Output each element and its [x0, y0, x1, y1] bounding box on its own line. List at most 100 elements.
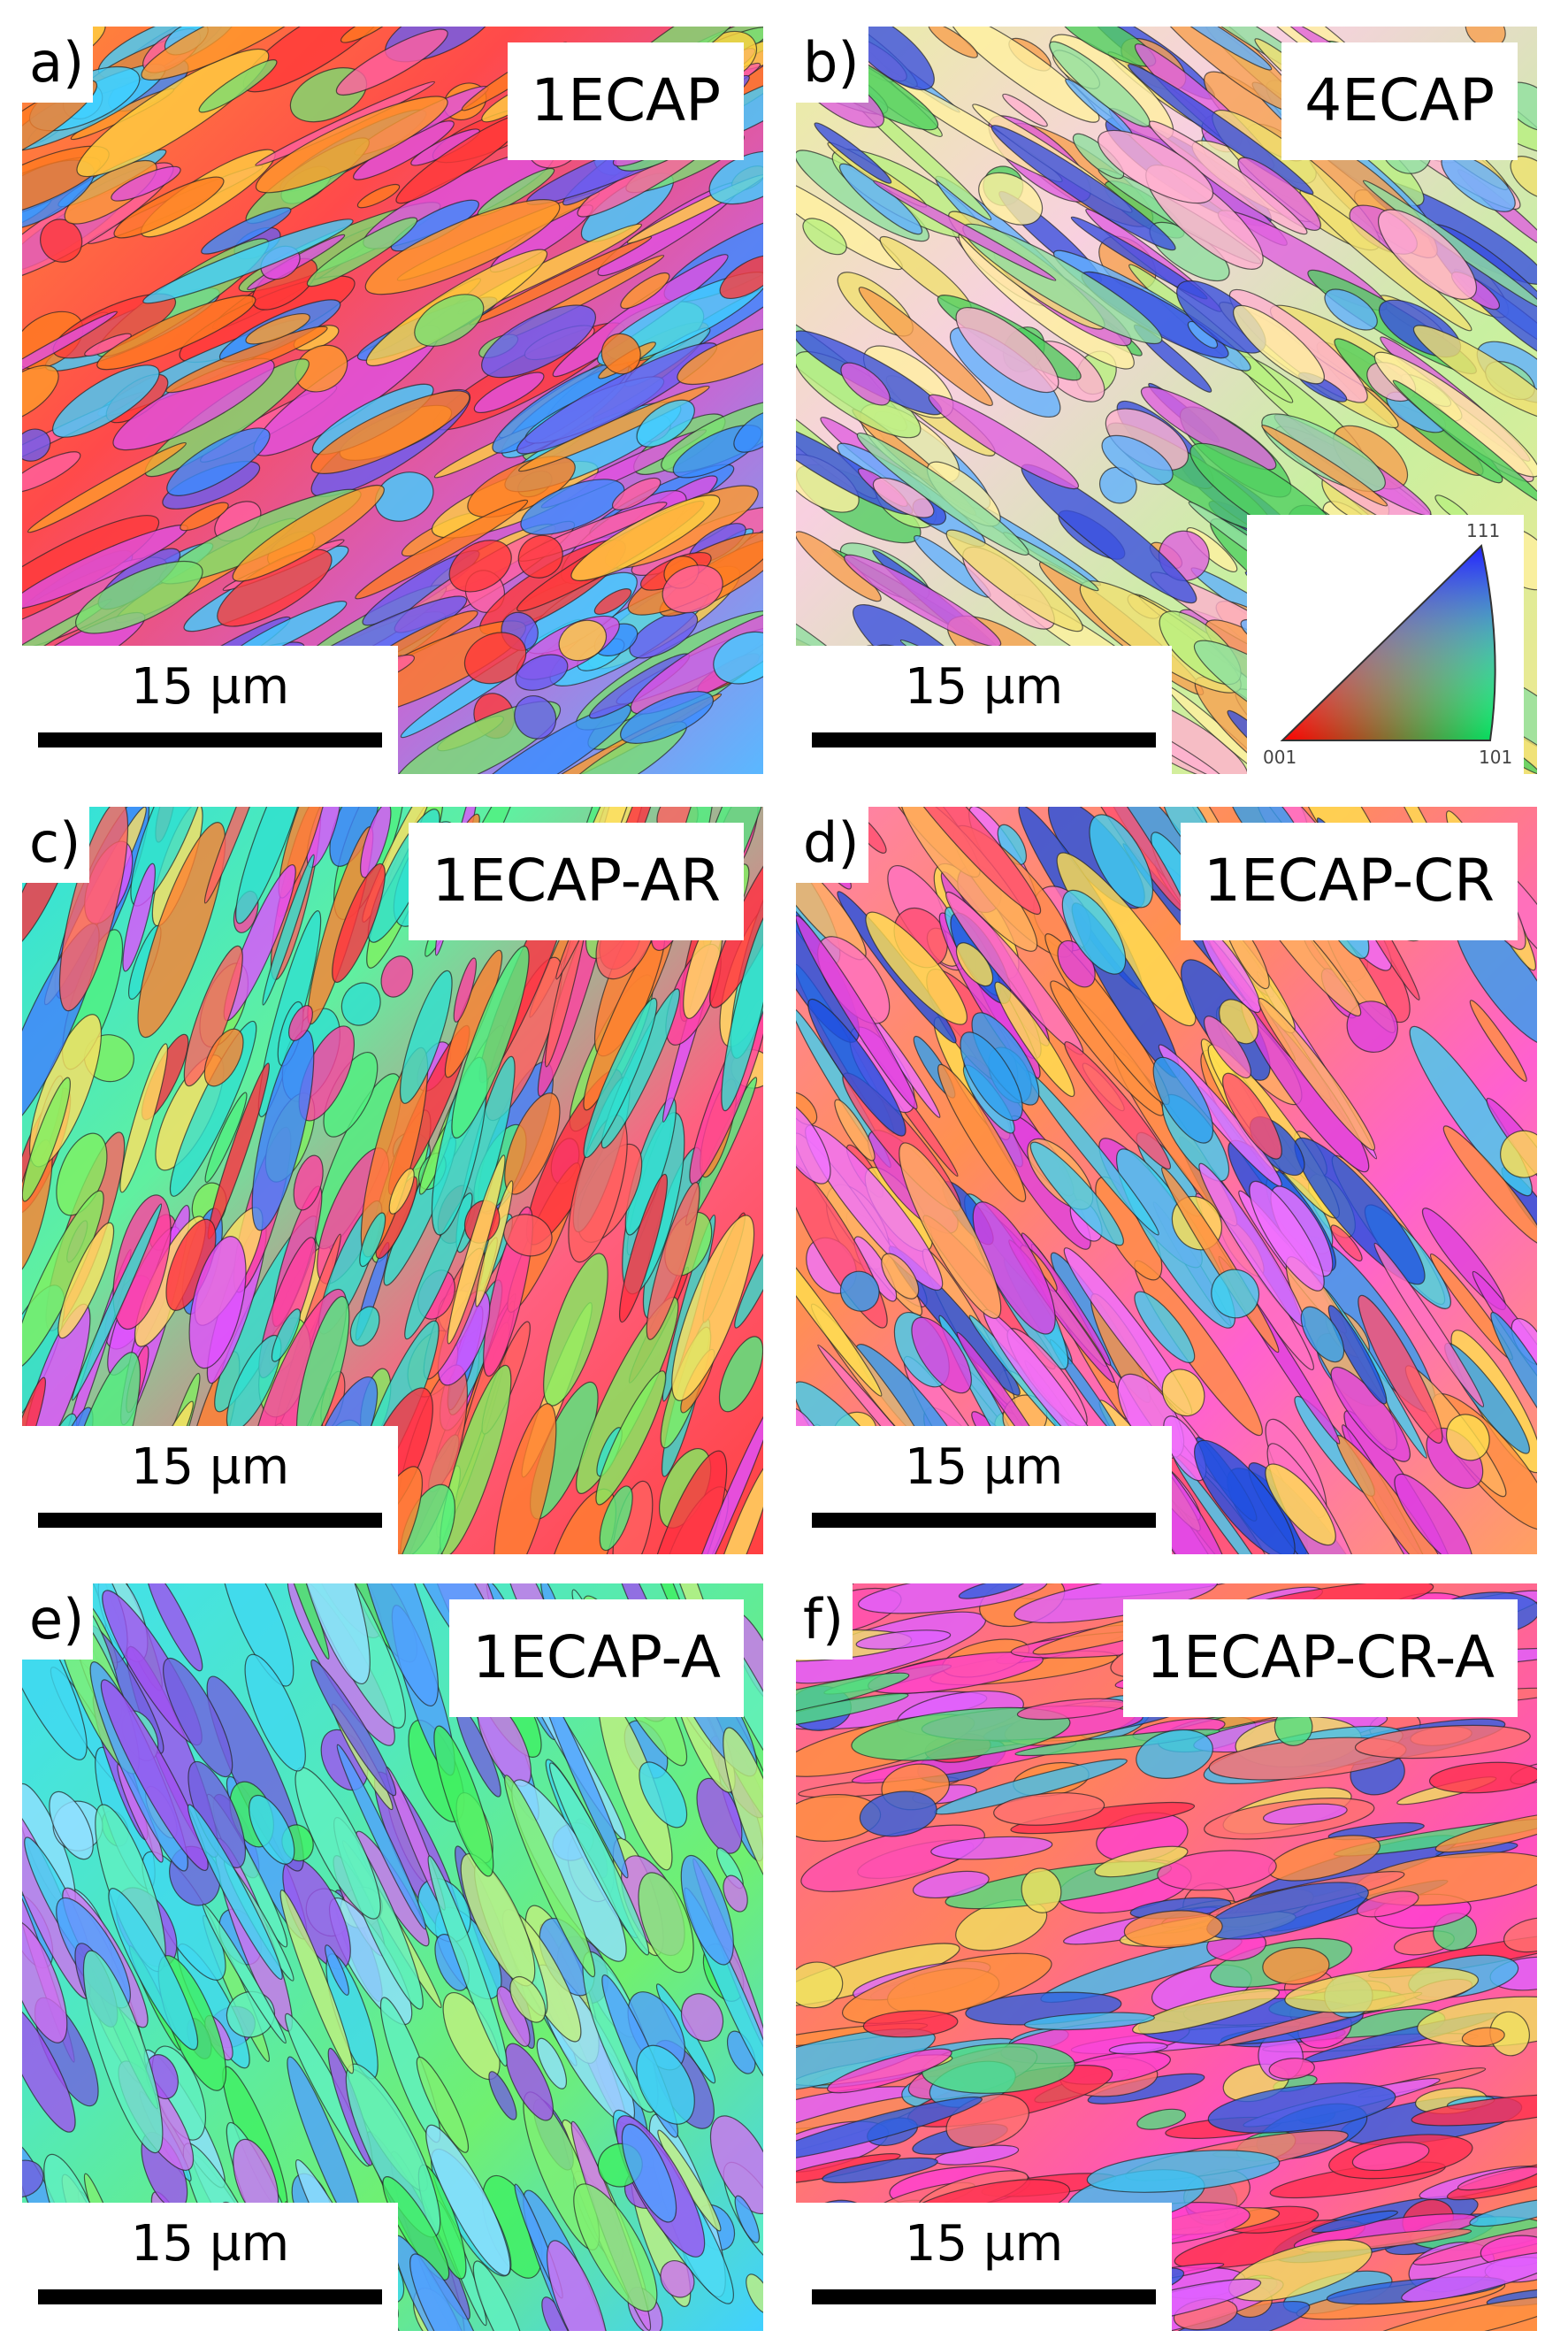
grain — [640, 1450, 728, 1554]
grain — [834, 1099, 876, 1162]
grain — [1401, 2250, 1537, 2303]
panel-title: 1ECAP-CR — [1180, 823, 1518, 940]
panel-label: f) — [796, 1583, 853, 1660]
grain — [1461, 2027, 1505, 2047]
scale-bar-label: 15 µm — [130, 1438, 290, 1496]
grain — [638, 1872, 694, 1974]
panel: f) 1ECAP-CR-A 15 µm — [796, 1583, 1537, 2331]
grain — [978, 172, 1044, 226]
grain — [198, 59, 278, 113]
panel-title: 1ECAP — [508, 42, 744, 160]
grain — [1357, 1890, 1419, 1918]
grain — [639, 1761, 688, 1828]
grain — [325, 1944, 349, 1996]
grain — [22, 364, 59, 424]
grain — [359, 1212, 386, 1268]
grain — [680, 1854, 734, 1966]
grain — [1412, 325, 1537, 421]
grain — [1284, 1966, 1480, 2013]
grain — [814, 122, 892, 184]
grain — [1136, 1729, 1213, 1779]
grain — [1262, 1947, 1330, 1985]
panel-label: d) — [796, 807, 868, 884]
panel: d) 1ECAP-CR 15 µm — [796, 807, 1537, 1554]
legend-label: 101 — [1479, 747, 1513, 768]
legend-label: 111 — [1466, 520, 1501, 541]
grain — [1330, 1224, 1363, 1261]
grain — [203, 1028, 244, 1087]
grain — [796, 2097, 983, 2162]
grain — [1411, 2094, 1537, 2127]
grain — [137, 822, 226, 1039]
grain — [1163, 1415, 1207, 1482]
scale-bar-box: 15 µm — [22, 2203, 398, 2331]
grain — [145, 1583, 203, 1672]
grain — [619, 1173, 669, 1323]
scale-bar — [812, 732, 1156, 748]
grain — [928, 394, 1080, 490]
grain — [520, 479, 625, 536]
grain — [364, 199, 561, 295]
grain — [335, 28, 448, 96]
grain — [1311, 2210, 1398, 2234]
scale-bar — [812, 2289, 1156, 2304]
grain — [306, 217, 418, 288]
grain — [796, 1092, 818, 1126]
grain — [1358, 1294, 1443, 1444]
grain — [112, 1194, 172, 1330]
grain — [332, 862, 386, 984]
grain — [549, 1762, 650, 1956]
grain — [355, 499, 529, 600]
grain — [1268, 2058, 1315, 2080]
grain — [600, 333, 641, 375]
grain — [204, 1092, 248, 1184]
grain — [1023, 2012, 1155, 2031]
grain — [1262, 1803, 1348, 1825]
grain — [796, 1961, 844, 2009]
grain — [1101, 434, 1174, 486]
scale-bar — [38, 732, 382, 748]
grain — [22, 1077, 71, 1202]
grain — [414, 294, 485, 347]
grain — [547, 2240, 609, 2331]
grain — [336, 1744, 427, 1930]
grain — [1089, 814, 1154, 908]
grain — [467, 456, 576, 518]
grain — [1324, 288, 1378, 331]
grain — [235, 807, 311, 924]
grain — [509, 1975, 547, 2023]
grain — [1086, 2150, 1281, 2193]
grain — [620, 691, 715, 744]
grain — [865, 911, 968, 1025]
grain — [1193, 1439, 1296, 1554]
grain — [71, 1203, 163, 1401]
grain — [1373, 1242, 1485, 1407]
grain — [636, 399, 695, 448]
grain — [1148, 120, 1308, 235]
grain — [310, 390, 470, 474]
grain — [746, 2273, 763, 2314]
grain — [1300, 1306, 1345, 1363]
grain — [82, 1950, 164, 2154]
grain — [822, 2157, 938, 2184]
grain — [180, 502, 229, 532]
grain — [1233, 304, 1325, 385]
grain — [514, 695, 557, 740]
grain — [481, 304, 597, 379]
grain — [1351, 2142, 1430, 2172]
grain — [404, 1192, 473, 1340]
grain — [1136, 2108, 1187, 2130]
grain — [1134, 1291, 1196, 1364]
scale-bar-label: 15 µm — [130, 658, 290, 716]
grain — [382, 2176, 450, 2281]
grain — [862, 2010, 959, 2038]
grain — [1123, 1910, 1223, 1949]
grain — [796, 1213, 883, 1397]
grain — [1061, 889, 1127, 975]
grain — [1140, 386, 1277, 471]
grain — [416, 2056, 470, 2153]
grain — [288, 1005, 313, 1041]
panel-label: e) — [22, 1583, 94, 1660]
grain — [1094, 1845, 1189, 1878]
grain — [1503, 1917, 1537, 1953]
